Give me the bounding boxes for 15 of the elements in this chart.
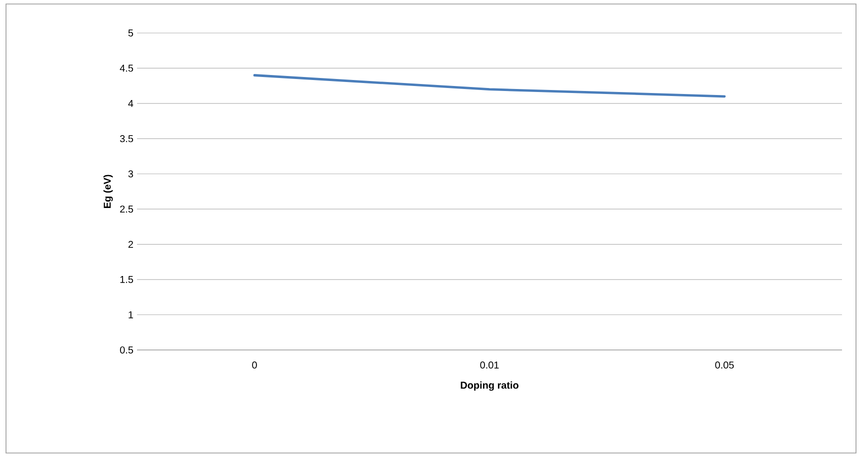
y-tick-label: 1.5 (120, 276, 134, 284)
x-axis-title: Doping ratio (460, 381, 518, 391)
y-tick-label: 4 (128, 100, 134, 107)
y-tick-label: 5 (128, 30, 134, 36)
y-tick-label: 2 (128, 240, 133, 248)
x-tick-label: 0.05 (715, 362, 734, 369)
y-axis-title: Eg (eV) (103, 174, 113, 208)
y-tick-label: 4.5 (120, 64, 134, 72)
y-tick-label: 1 (128, 311, 134, 318)
y-tick-label: 3 (128, 170, 134, 178)
x-tick-label: 0.01 (480, 362, 499, 369)
y-tick-label: 0.5 (120, 346, 134, 354)
y-tick-label: 3.5 (120, 135, 134, 142)
y-tick-label: 2.5 (120, 206, 134, 213)
x-tick-label: 0 (252, 362, 257, 369)
